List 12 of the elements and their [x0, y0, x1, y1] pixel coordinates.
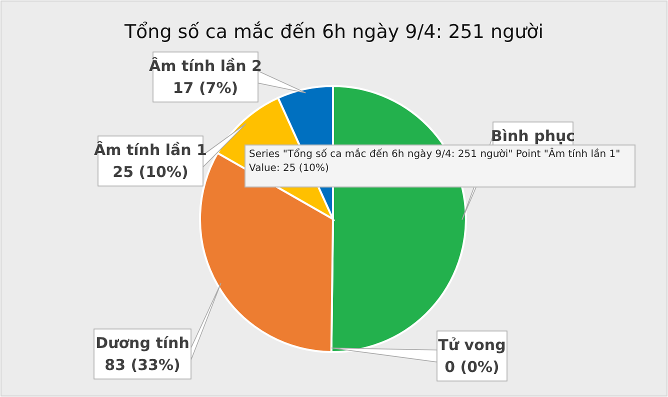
slice-label: Dương tính: [96, 334, 190, 352]
text: 0 (0%): [444, 358, 500, 376]
chart-title: Tổng số ca mắc đến 6h ngày 9/4: 251 người: [123, 21, 544, 43]
data-label: 17 (7%): [172, 79, 238, 97]
data-label: 83 (33%): [104, 356, 180, 374]
slice-label: Âm tính lần 1: [94, 141, 207, 159]
slice-label: Bình phục: [490, 127, 576, 145]
data-label: 25 (10%): [112, 163, 188, 181]
text: Value: 25 (10%): [249, 163, 330, 174]
text: Series "Tổng số ca mắc đến 6h ngày 9/4: 251 người" Point "Âm tính lần 1": [249, 147, 620, 160]
category-label: Tử vong: [438, 336, 506, 354]
slice-label: Âm tính lần 2: [149, 57, 262, 75]
